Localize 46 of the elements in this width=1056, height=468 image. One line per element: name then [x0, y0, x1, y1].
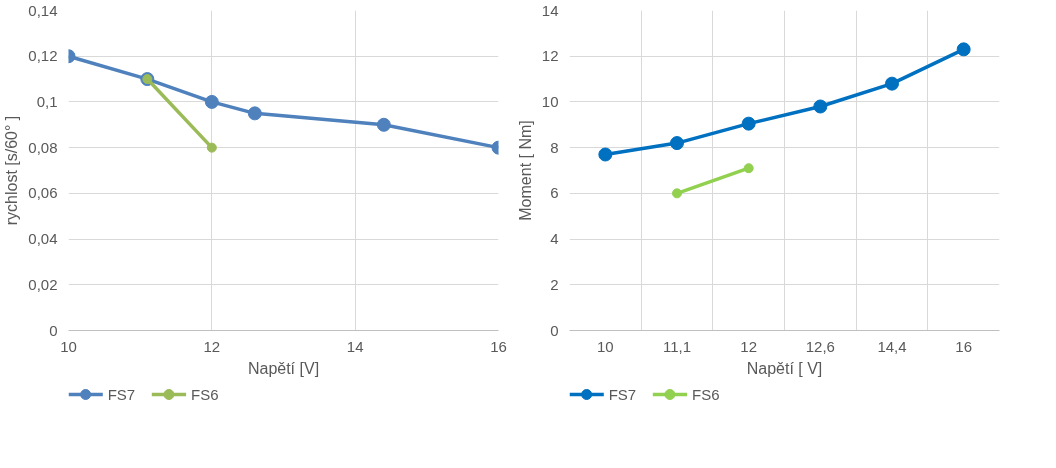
point: [670, 136, 684, 151]
x-tick-label: 10: [596, 337, 614, 355]
point: [672, 188, 682, 199]
point: [204, 94, 219, 109]
legend-label: FS6: [692, 386, 720, 403]
y-tick-label: 0: [550, 321, 559, 339]
point: [206, 142, 217, 153]
x-tick-label: 16: [955, 337, 973, 355]
legend-label: FS7: [608, 386, 637, 403]
y-tick-label: 14: [541, 1, 559, 19]
y-tick-label: 6: [550, 184, 559, 202]
point: [247, 106, 262, 121]
y-tick-label: 8: [550, 138, 559, 156]
x-tick-label: 11,1: [662, 337, 692, 355]
legend-label: FS6: [191, 386, 219, 403]
x-axis-title: Napětí [V]: [247, 359, 320, 377]
point: [885, 76, 899, 91]
x-axis-title: Napětí [ V]: [746, 359, 823, 377]
point: [813, 99, 828, 114]
point: [956, 42, 971, 57]
y-tick-label: 0: [49, 321, 58, 339]
y-tick-label: 0,02: [28, 275, 58, 293]
y-tick-label: 4: [550, 230, 559, 248]
x-tick-label: 12: [203, 337, 221, 355]
y-axis-title: rychlost [s/60° ]: [3, 115, 21, 226]
x-tick-label: 12,6: [805, 337, 835, 355]
y-tick-label: 0,14: [28, 1, 58, 19]
x-tick-label: 14,4: [877, 337, 907, 355]
x-tick-label: 16: [490, 337, 507, 355]
legend-label: FS7: [107, 386, 136, 403]
y-tick-label: 0,1: [36, 92, 58, 110]
y-tick-label: 12: [541, 47, 559, 65]
y-tick-label: 10: [541, 92, 559, 110]
y-tick-label: 2: [550, 275, 559, 293]
x-tick-label: 14: [346, 337, 364, 355]
x-tick-label: 10: [60, 337, 77, 355]
y-tick-label: 0,04: [28, 230, 58, 248]
point: [741, 116, 756, 131]
point: [743, 163, 754, 174]
y-tick-label: 0,06: [28, 184, 58, 202]
x-tick-label: 12: [740, 337, 758, 355]
point: [376, 117, 391, 132]
point: [598, 147, 613, 162]
y-tick-label: 0,12: [28, 47, 58, 65]
y-axis-title: Moment [ Nm]: [516, 120, 534, 221]
y-tick-label: 0,08: [28, 138, 58, 156]
